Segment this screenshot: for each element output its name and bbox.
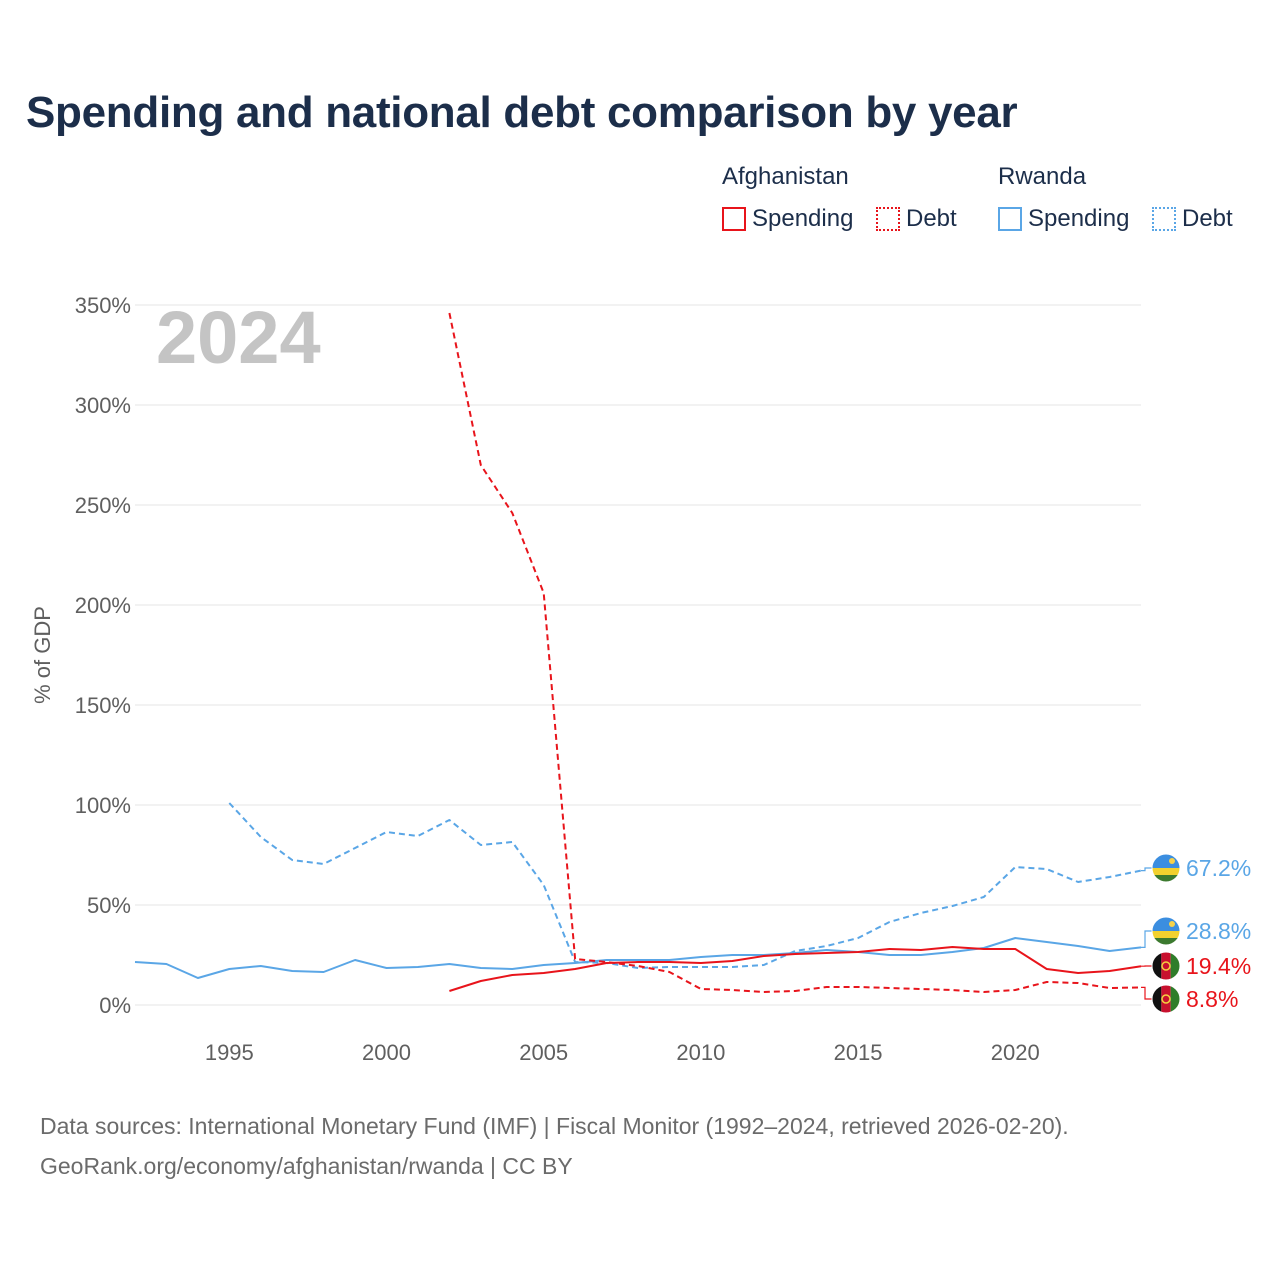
series-lines: [134, 312, 1142, 993]
y-tick-label: 150%: [75, 693, 131, 718]
x-tick-label: 1995: [205, 1040, 254, 1065]
legend-group-name: Rwanda: [998, 163, 1087, 190]
legend-swatch-solid: [998, 207, 1022, 231]
series-line-afghanistan-spending[interactable]: [449, 946, 1142, 992]
x-tick-label: 2000: [362, 1040, 411, 1065]
legend-swatch-solid: [722, 207, 746, 231]
end-value-label: 19.4%: [1186, 953, 1251, 979]
legend-label: Spending: [752, 205, 854, 232]
legend-item-afghanistan-debt[interactable]: Debt: [876, 205, 957, 233]
legend-label: Spending: [1028, 205, 1130, 232]
end-label-connector: [1141, 867, 1152, 872]
rwanda-flag-icon: [1151, 916, 1181, 946]
y-tick-label: 100%: [75, 793, 131, 818]
rwanda-flag-icon: [1151, 853, 1181, 883]
afghanistan-flag-icon: [1151, 951, 1181, 981]
legend-swatch-dotted: [1152, 207, 1176, 231]
series-line-rwanda-spending[interactable]: [134, 937, 1142, 979]
legend-label: Debt: [906, 205, 957, 232]
end-value-label: 67.2%: [1186, 855, 1251, 881]
end-label-connector: [1141, 930, 1152, 949]
chart-title: Spending and national debt comparison by…: [26, 88, 1018, 137]
year-watermark: 2024: [156, 296, 321, 379]
end-labels: 67.2% 28.8% 19.4% 8.8%: [1141, 853, 1251, 1014]
legend-item-rwanda-debt[interactable]: Debt: [1152, 205, 1233, 233]
legend-group-afghanistan: Afghanistan Spending Debt: [722, 163, 982, 243]
source-line-2[interactable]: GeoRank.org/economy/afghanistan/rwanda |…: [40, 1153, 573, 1179]
x-tick-label: 2010: [676, 1040, 725, 1065]
y-axis-ticks: 0% 50% 100% 150% 200% 250% 300% 350%: [75, 293, 131, 1018]
legend-group-rwanda: Rwanda Spending Debt: [998, 163, 1268, 243]
x-tick-label: 2020: [991, 1040, 1040, 1065]
gridlines: [135, 304, 1141, 1006]
end-value-label: 28.8%: [1186, 918, 1251, 944]
x-tick-label: 2015: [834, 1040, 883, 1065]
legend-group-name: Afghanistan: [722, 163, 849, 190]
y-tick-label: 200%: [75, 593, 131, 618]
legend-label: Debt: [1182, 205, 1233, 232]
afghanistan-flag-icon: [1151, 984, 1181, 1014]
y-tick-label: 0%: [99, 993, 131, 1018]
end-value-label: 8.8%: [1186, 986, 1238, 1012]
y-tick-label: 350%: [75, 293, 131, 318]
y-tick-label: 300%: [75, 393, 131, 418]
series-line-afghanistan-debt[interactable]: [448, 312, 1142, 993]
y-tick-label: 50%: [87, 893, 131, 918]
y-axis-title: % of GDP: [30, 606, 55, 704]
end-label-connector: [1141, 986, 1152, 1000]
x-axis-ticks: 1995 2000 2005 2010 2015 2020: [205, 1040, 1040, 1065]
y-tick-label: 250%: [75, 493, 131, 518]
series-line-rwanda-debt[interactable]: [228, 802, 1142, 969]
legend-swatch-dotted: [876, 207, 900, 231]
source-line-1: Data sources: International Monetary Fun…: [40, 1113, 1069, 1139]
source-note: Data sources: International Monetary Fun…: [40, 1106, 1069, 1186]
x-tick-label: 2005: [519, 1040, 568, 1065]
legend-item-afghanistan-spending[interactable]: Spending: [722, 205, 853, 233]
legend-item-rwanda-spending[interactable]: Spending: [998, 205, 1129, 233]
